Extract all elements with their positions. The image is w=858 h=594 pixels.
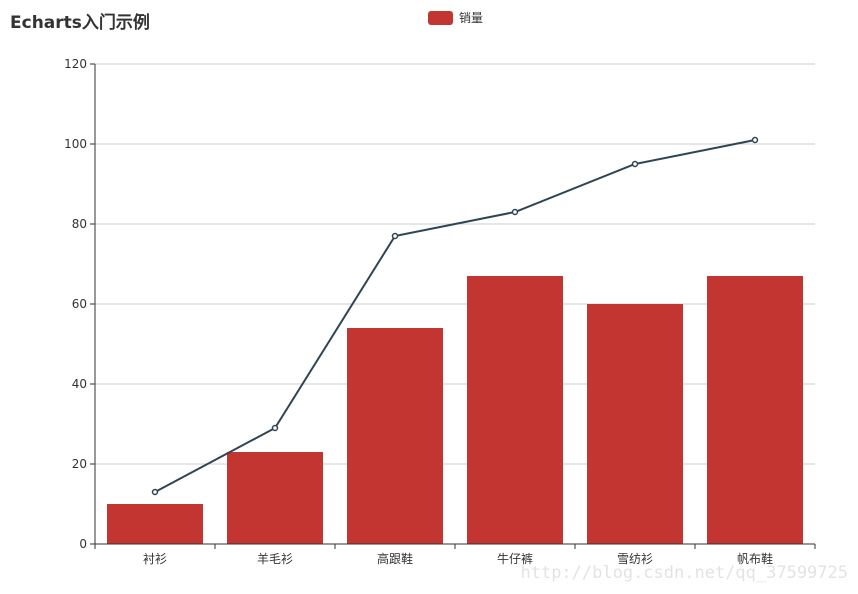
bar: [587, 304, 683, 544]
bar: [467, 276, 563, 544]
y-tick-label: 80: [72, 217, 87, 231]
y-tick-label: 100: [64, 137, 87, 151]
line-point: [151, 488, 159, 496]
chart-title: Echarts入门示例: [10, 13, 150, 33]
y-tick-label: 20: [72, 457, 87, 471]
line-point: [751, 136, 759, 144]
bar: [347, 328, 443, 544]
line-point: [511, 208, 519, 216]
series-line: [154, 139, 756, 493]
y-tick-label: 120: [64, 57, 87, 71]
x-tick-label: 羊毛衫: [257, 551, 293, 566]
line-point: [391, 232, 399, 240]
y-tick-label: 0: [79, 537, 87, 551]
legend-swatch: [428, 10, 453, 25]
x-tick-label: 衬衫: [143, 552, 167, 566]
x-tick-label: 雪纺衫: [617, 552, 653, 566]
x-tick-label: 高跟鞋: [377, 551, 413, 566]
bar: [707, 276, 803, 544]
legend[interactable]: 销量: [428, 9, 483, 26]
line-point: [271, 424, 279, 432]
x-tick-label: 牛仔裤: [497, 551, 533, 566]
watermark: http://blog.csdn.net/qq_37599725: [520, 563, 848, 583]
bar: [107, 504, 203, 544]
y-tick-label: 40: [72, 377, 87, 391]
line-point: [631, 160, 639, 168]
y-tick-label: 60: [72, 297, 87, 311]
bar: [227, 452, 323, 544]
x-tick-label: 帆布鞋: [737, 551, 773, 566]
legend-label: 销量: [459, 11, 484, 25]
